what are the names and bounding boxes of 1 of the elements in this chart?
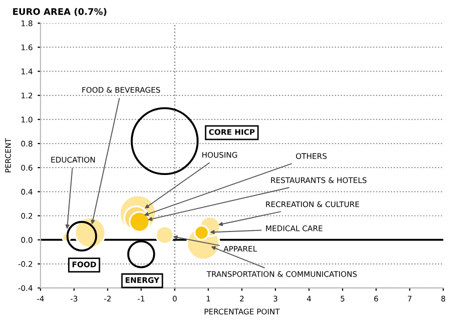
chart-title: EURO AREA (0.7%) [13,8,106,16]
